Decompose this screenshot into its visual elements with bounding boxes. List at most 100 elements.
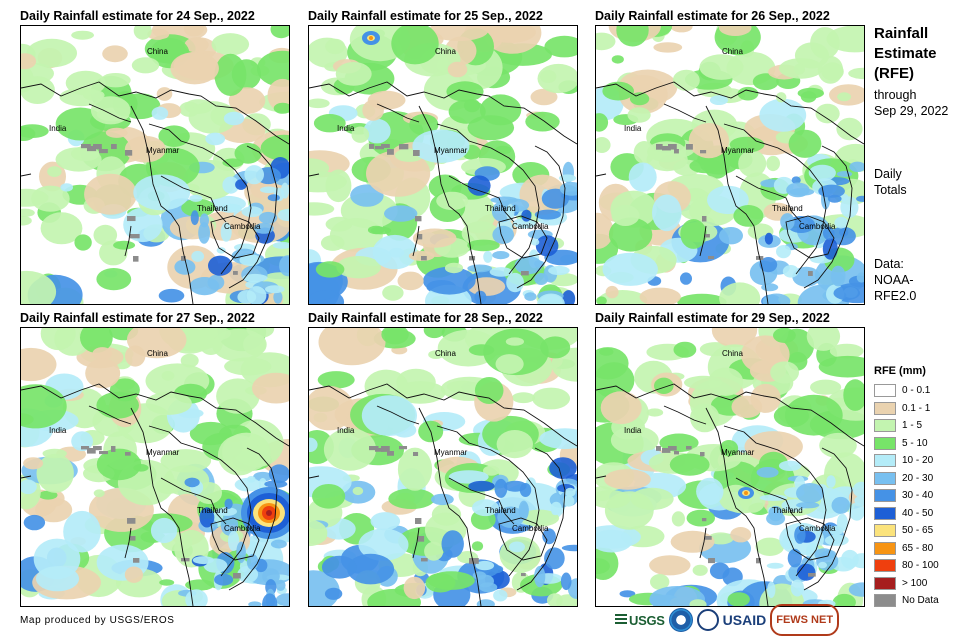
rain-patch <box>199 213 209 228</box>
rain-patch <box>707 185 749 215</box>
map-label-china: China <box>722 47 743 56</box>
rain-patch <box>604 469 651 490</box>
rain-patch <box>649 555 691 576</box>
rain-patch <box>483 465 500 476</box>
legend-item: 0.1 - 1 <box>874 400 939 418</box>
sidebar-through-line1: through <box>874 88 917 102</box>
rain-patch <box>265 285 285 294</box>
rain-patch <box>228 87 266 114</box>
rainfall-map-25-sep: China India Myanmar Thailand Cambodia <box>308 25 578 305</box>
rain-patch <box>23 514 46 531</box>
sidebar-through: through Sep 29, 2022 <box>874 87 948 119</box>
sidebar-totals-line1: Daily <box>874 167 902 181</box>
map-label-thailand: Thailand <box>772 204 803 213</box>
rain-patch <box>476 599 495 606</box>
country-border <box>596 383 864 447</box>
panel-title-28-sep: Daily Rainfall estimate for 28 Sep., 202… <box>308 311 543 325</box>
sidebar-title-line3: (RFE) <box>874 65 914 82</box>
rain-patch <box>472 499 499 517</box>
rain-patch <box>224 357 272 376</box>
rain-patch <box>273 290 283 304</box>
rain-patch <box>272 241 289 249</box>
rain-patch <box>275 593 289 606</box>
rain-patch <box>397 271 424 291</box>
rain-patch <box>503 480 527 492</box>
rain-patch <box>539 428 577 450</box>
rain-patch <box>350 184 384 207</box>
rain-patch <box>794 526 806 544</box>
rain-patch <box>423 328 445 339</box>
country-border <box>21 475 32 479</box>
rain-patch <box>633 141 655 164</box>
sidebar-title-line2: Estimate <box>874 45 937 62</box>
sidebar-through-line2: Sep 29, 2022 <box>874 104 949 118</box>
rain-patch <box>85 358 121 389</box>
rain-patch <box>347 553 395 585</box>
rain-patch <box>125 345 146 367</box>
rain-patch <box>843 379 864 411</box>
rain-patch <box>372 234 418 270</box>
legend-label: 80 - 100 <box>902 560 939 572</box>
rain-patch <box>317 371 355 389</box>
rain-patch <box>832 593 856 606</box>
heavy-rain-cell <box>369 36 373 40</box>
rain-patch <box>534 565 546 588</box>
rain-patch <box>549 457 577 479</box>
no-data-patch <box>369 446 379 451</box>
country-border <box>705 407 769 606</box>
legend-swatch <box>874 454 896 468</box>
rain-patch <box>750 383 781 413</box>
rain-patch <box>38 490 58 500</box>
rain-patch <box>147 28 170 40</box>
country-border <box>309 173 320 177</box>
rain-patch <box>92 347 113 361</box>
rain-patch <box>808 164 836 182</box>
no-data-patch <box>375 146 385 150</box>
rain-patch <box>791 176 801 184</box>
panel-title-27-sep: Daily Rainfall estimate for 27 Sep., 202… <box>20 311 255 325</box>
country-border <box>663 103 707 123</box>
rain-patch <box>492 251 510 260</box>
rain-patch <box>436 191 469 211</box>
heavy-rain-cell <box>266 510 272 516</box>
rain-patch <box>220 222 232 242</box>
rain-patch <box>719 227 743 245</box>
rain-patch <box>236 541 246 564</box>
rain-patch <box>824 534 849 546</box>
rain-patch <box>686 509 715 527</box>
map-label-cambodia: Cambodia <box>799 222 836 231</box>
rainfall-field: China India Myanmar Thailand Cambodia <box>596 26 864 304</box>
rain-patch <box>246 286 267 304</box>
rain-patch <box>755 537 785 556</box>
rain-patch <box>242 273 268 282</box>
rain-patch <box>677 293 727 304</box>
no-data-patch <box>375 448 384 452</box>
rain-patch <box>544 35 577 58</box>
rain-patch <box>381 328 409 345</box>
legend-swatch <box>874 576 896 590</box>
usgs-logo: USGS <box>615 607 665 633</box>
rain-patch <box>489 267 513 277</box>
rain-patch <box>205 132 226 146</box>
country-border <box>210 215 260 259</box>
legend-item: 5 - 10 <box>874 435 939 453</box>
no-data-patch <box>87 448 96 454</box>
no-data-patch <box>521 573 526 577</box>
country-border <box>210 517 260 561</box>
rain-patch <box>759 494 788 501</box>
no-data-patch <box>125 452 131 456</box>
rain-patch <box>184 477 200 488</box>
rain-patch <box>519 509 560 527</box>
legend-swatch <box>874 471 896 485</box>
no-data-patch <box>93 144 102 150</box>
partner-logos: USGS USAID FEWS NET <box>615 604 840 636</box>
rain-patch <box>782 265 799 278</box>
legend-title: RFE (mm) <box>874 365 926 377</box>
no-data-patch <box>469 256 476 261</box>
rain-patch <box>596 558 610 574</box>
usaid-logo: USAID <box>722 612 767 628</box>
rain-patch <box>124 566 143 583</box>
no-data-patch <box>181 256 186 261</box>
country-border <box>516 447 566 591</box>
rain-patch <box>680 272 692 285</box>
